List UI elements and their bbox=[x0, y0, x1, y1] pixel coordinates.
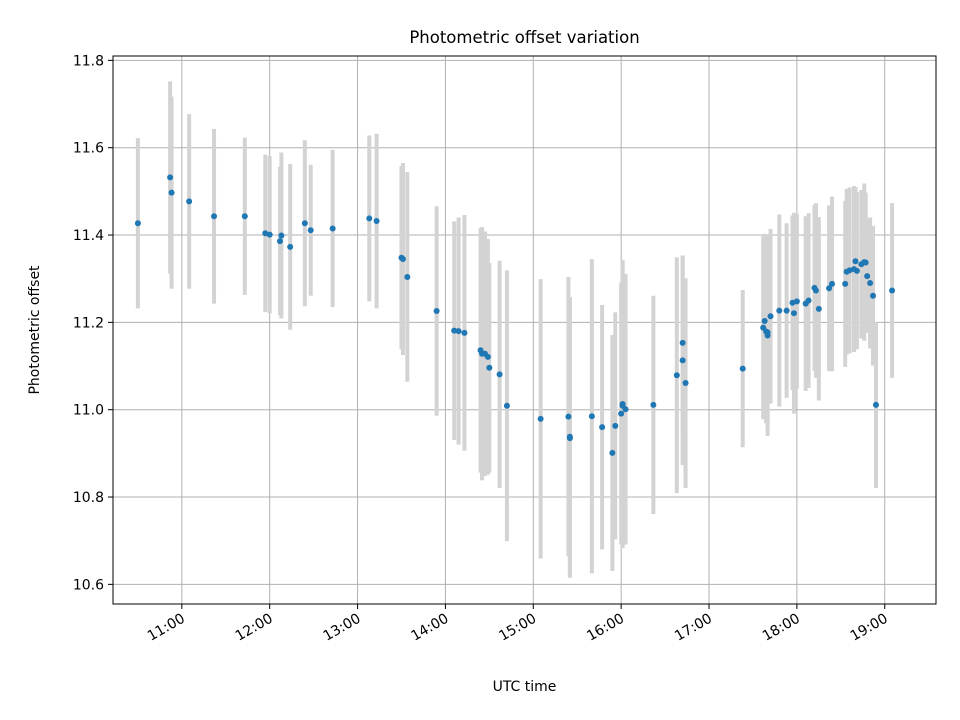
data-point bbox=[186, 198, 193, 205]
data-point bbox=[889, 287, 896, 294]
y-tick-label: 11.8 bbox=[73, 53, 104, 69]
data-point bbox=[373, 218, 380, 225]
data-point bbox=[612, 422, 619, 429]
y-tick-label: 11.4 bbox=[73, 228, 104, 244]
data-point bbox=[266, 231, 273, 238]
data-point bbox=[211, 213, 218, 220]
y-tick-label: 10.6 bbox=[73, 577, 104, 593]
data-point bbox=[537, 415, 544, 422]
data-point bbox=[739, 365, 746, 372]
data-point bbox=[609, 449, 616, 456]
data-point bbox=[842, 280, 849, 287]
data-point bbox=[404, 273, 411, 280]
data-point bbox=[682, 380, 689, 387]
data-point bbox=[134, 220, 141, 227]
y-axis: 10.6 10.8 11.0 11.2 11.4 11.6 11.8 bbox=[73, 53, 113, 593]
data-point bbox=[399, 256, 406, 263]
data-point bbox=[618, 410, 625, 417]
data-point bbox=[167, 174, 174, 181]
data-point bbox=[826, 285, 833, 292]
data-point bbox=[673, 372, 680, 379]
data-point bbox=[853, 267, 860, 274]
data-point bbox=[599, 424, 606, 431]
data-point bbox=[829, 280, 836, 287]
data-point bbox=[329, 225, 336, 232]
data-point bbox=[433, 308, 440, 315]
data-point bbox=[484, 353, 491, 360]
data-point bbox=[862, 259, 869, 266]
data-point bbox=[761, 318, 768, 325]
data-point bbox=[815, 305, 822, 312]
data-point bbox=[241, 213, 248, 220]
data-point bbox=[287, 243, 294, 250]
data-point bbox=[461, 329, 468, 336]
data-point bbox=[451, 327, 458, 334]
data-point bbox=[793, 298, 800, 305]
data-point bbox=[503, 402, 510, 409]
data-point bbox=[650, 401, 657, 408]
data-point bbox=[812, 287, 819, 294]
data-point bbox=[455, 328, 462, 335]
data-point bbox=[566, 433, 573, 440]
y-axis-label: Photometric offset bbox=[27, 265, 43, 395]
data-point bbox=[790, 310, 797, 317]
data-point bbox=[168, 189, 175, 196]
data-point bbox=[679, 339, 686, 346]
data-point bbox=[870, 292, 877, 299]
y-tick-label: 11.2 bbox=[73, 315, 104, 331]
data-point bbox=[872, 401, 879, 408]
data-point bbox=[622, 406, 629, 413]
data-point bbox=[783, 307, 790, 314]
data-point bbox=[764, 329, 771, 336]
data-point bbox=[366, 215, 373, 222]
data-point bbox=[496, 371, 503, 378]
data-point bbox=[486, 364, 493, 371]
data-point bbox=[301, 220, 308, 227]
y-tick-label: 11.0 bbox=[73, 403, 104, 419]
data-point bbox=[679, 357, 686, 364]
data-point bbox=[307, 227, 314, 234]
data-point bbox=[852, 258, 859, 265]
x-axis-label: UTC time bbox=[493, 679, 557, 695]
plot-frame bbox=[112, 55, 937, 605]
y-tick-label: 10.8 bbox=[73, 490, 104, 506]
data-point bbox=[767, 313, 774, 320]
data-point bbox=[278, 232, 285, 239]
data-point bbox=[276, 238, 283, 245]
data-point bbox=[565, 413, 572, 420]
y-tick-label: 11.6 bbox=[73, 141, 104, 157]
data-point bbox=[776, 307, 783, 314]
data-point bbox=[867, 280, 874, 287]
data-point bbox=[805, 297, 812, 304]
data-points bbox=[134, 174, 896, 456]
data-point bbox=[588, 413, 595, 420]
chart-title: Photometric offset variation bbox=[409, 28, 639, 47]
data-point bbox=[864, 273, 871, 280]
